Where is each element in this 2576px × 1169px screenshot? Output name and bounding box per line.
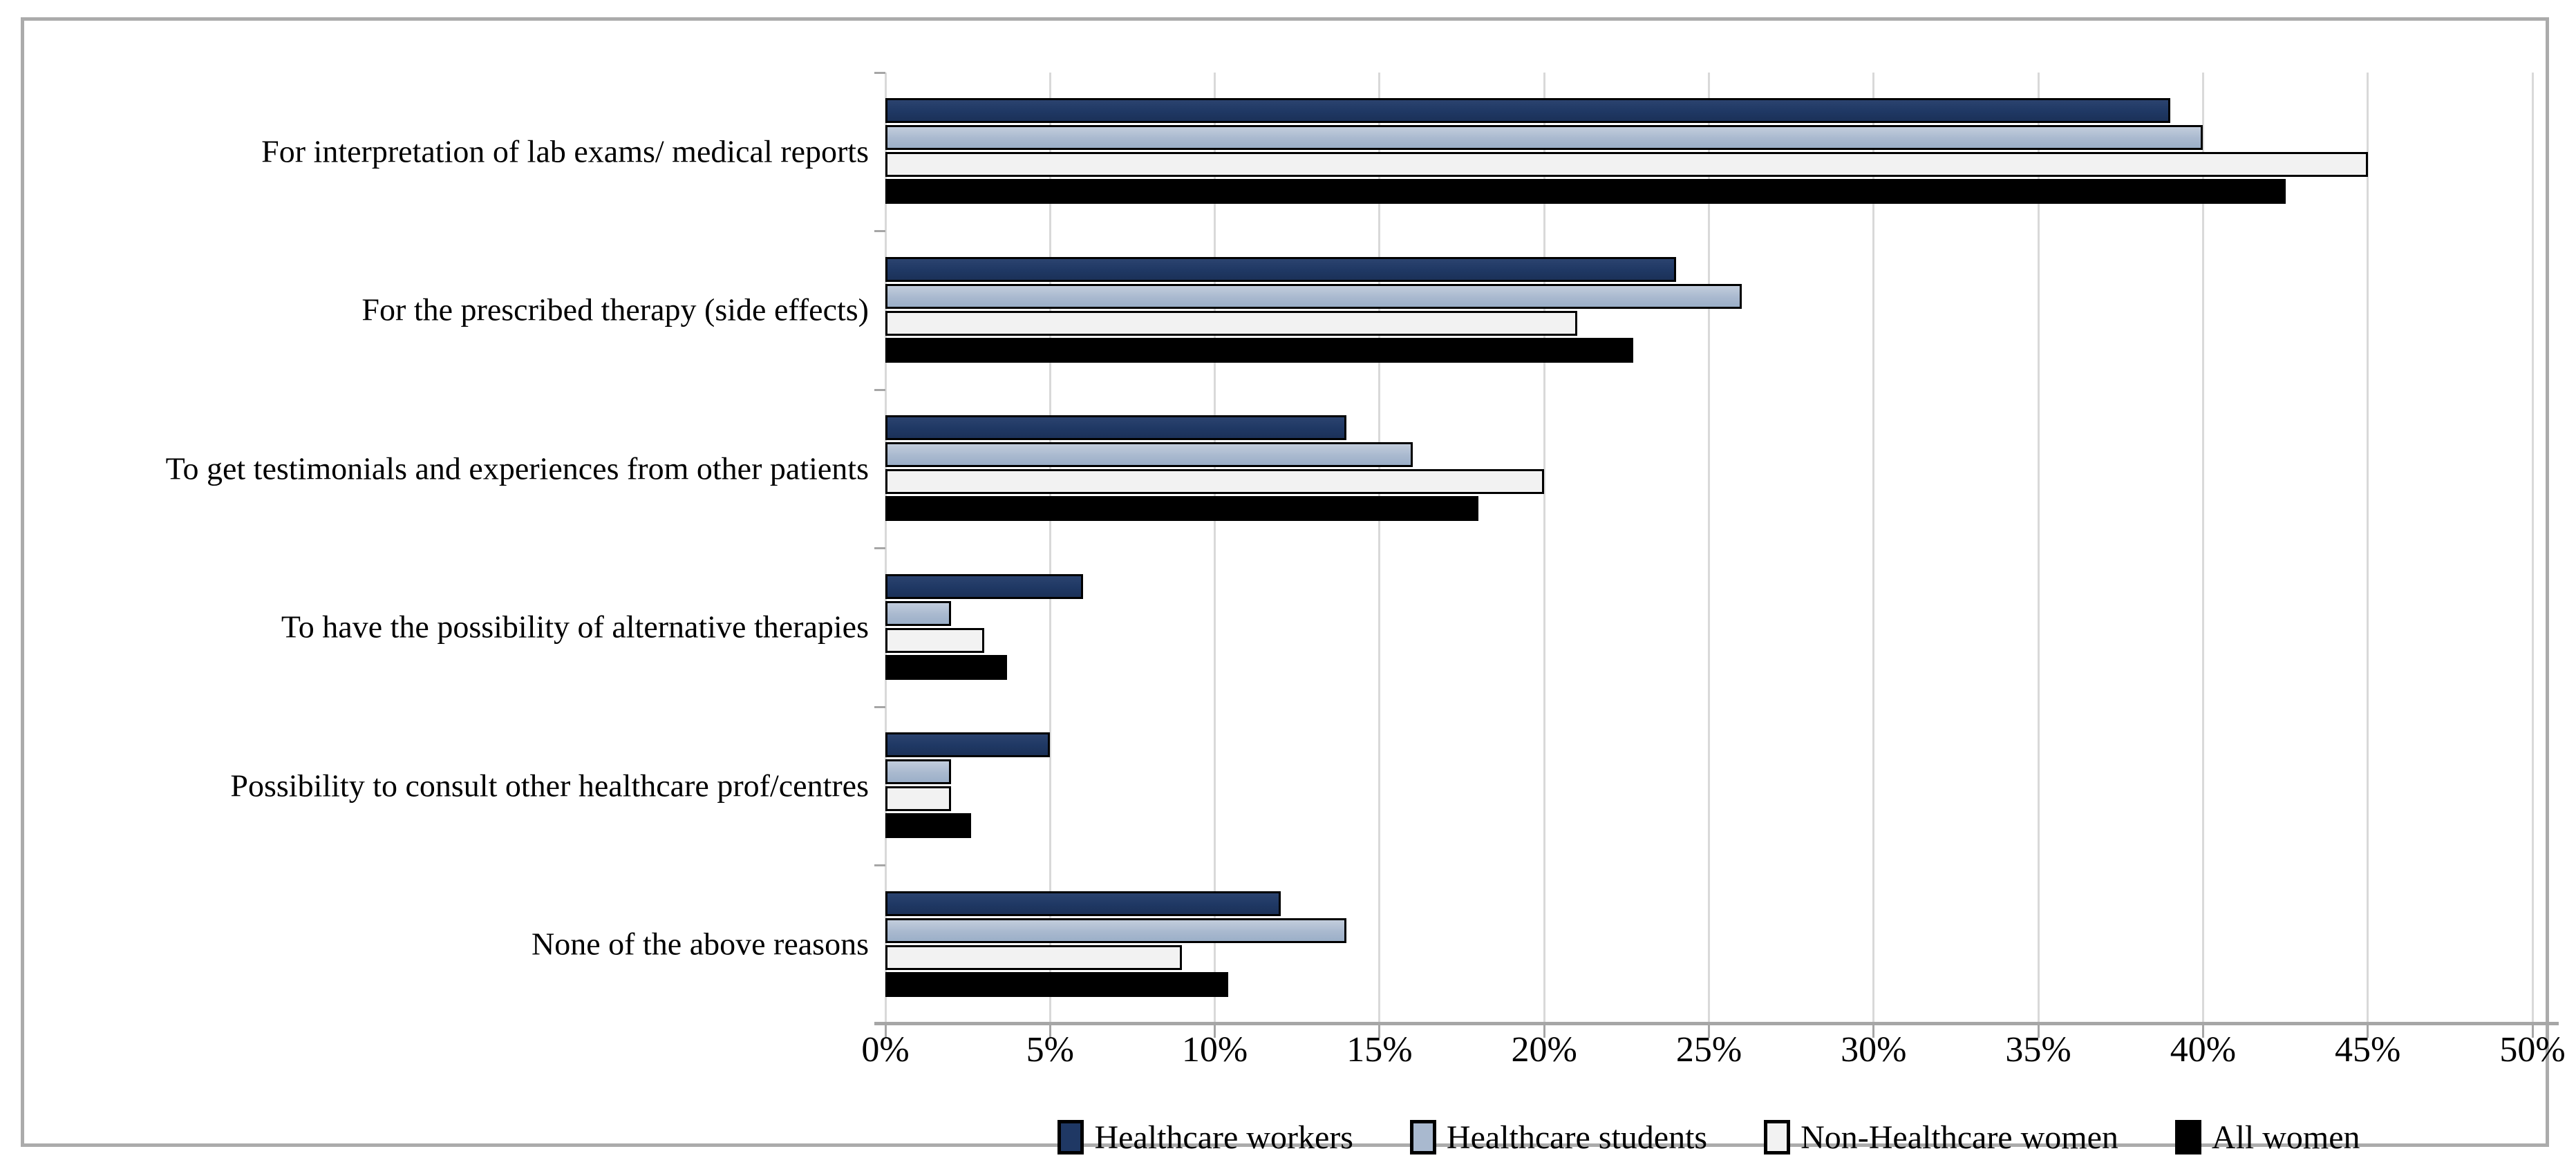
gridline-35pct xyxy=(2037,73,2040,1024)
x-tick-label: 5% xyxy=(1026,1030,1074,1070)
bar-non-healthcare-women xyxy=(885,469,1545,494)
bar-healthcare-workers xyxy=(885,415,1347,440)
figure-frame: For interpretation of lab exams/ medical… xyxy=(21,17,2566,1156)
category-label-to-have-the-possibility-of-alternative-therapies: To have the possibility of alternative t… xyxy=(281,609,869,645)
bar-healthcare-workers xyxy=(885,732,1051,757)
category-label-to-get-testimonials-and-experiences-from-other-patients: To get testimonials and experiences from… xyxy=(165,450,869,486)
bar-healthcare-workers xyxy=(885,256,1676,282)
bar-healthcare-students xyxy=(885,600,952,626)
x-tick-label: 40% xyxy=(2170,1030,2237,1070)
legend-item-non-healthcare-women: Non-Healthcare women xyxy=(1764,1119,2118,1157)
gridline-20pct xyxy=(1543,73,1545,1024)
y-tick xyxy=(874,547,885,549)
x-tick-label: 0% xyxy=(861,1030,910,1070)
x-tick-label: 15% xyxy=(1346,1030,1413,1070)
x-tick-label: 35% xyxy=(2005,1030,2071,1070)
x-tick-0% xyxy=(884,1025,887,1038)
x-tick-label: 20% xyxy=(1511,1030,1577,1070)
legend-item-all-women: All women xyxy=(2174,1119,2360,1157)
legend-marker-all-women xyxy=(2174,1120,2201,1154)
bar-all-women xyxy=(885,971,1228,997)
bar-non-healthcare-women xyxy=(885,310,1577,336)
plot-area xyxy=(874,71,2559,1038)
legend-label-healthcare-workers: Healthcare workers xyxy=(1094,1119,1353,1156)
legend-label-all-women: All women xyxy=(2211,1119,2360,1156)
legend: Healthcare workers Healthcare students Non… xyxy=(885,1111,2532,1163)
y-axis-line xyxy=(885,73,887,1024)
y-tick xyxy=(874,864,885,866)
bar-healthcare-students xyxy=(885,759,952,784)
bar-all-women xyxy=(885,496,1478,521)
x-tick-10% xyxy=(1214,1025,1216,1038)
x-tick-45% xyxy=(2367,1025,2369,1038)
x-tick-15% xyxy=(1378,1025,1381,1038)
x-tick-label: 45% xyxy=(2335,1030,2401,1070)
gridline-5pct xyxy=(1049,73,1051,1024)
x-tick-35% xyxy=(2037,1025,2040,1038)
gridline-30pct xyxy=(1872,73,1875,1024)
x-tick-label: 10% xyxy=(1181,1030,1248,1070)
x-tick-40% xyxy=(2201,1025,2204,1038)
y-tick xyxy=(874,388,885,391)
x-tick-label: 30% xyxy=(1841,1030,1907,1070)
category-label-possibility-to-consult-other-healthcare-prof-centres: Possibility to consult other healthcare … xyxy=(230,768,869,804)
x-axis-line xyxy=(874,1022,2559,1025)
gridline-15pct xyxy=(1378,73,1381,1024)
legend-item-healthcare-workers: Healthcare workers xyxy=(1057,1119,1353,1157)
bar-all-women xyxy=(885,654,1008,680)
bar-healthcare-students xyxy=(885,125,2203,150)
bar-healthcare-students xyxy=(885,442,1413,467)
x-tick-label: 50% xyxy=(2499,1030,2566,1070)
legend-marker-non-healthcare-women xyxy=(1764,1120,1791,1154)
category-label-for-the-prescribed-therapy-side-effects: For the prescribed therapy (side effects… xyxy=(361,292,869,327)
x-tick-label: 25% xyxy=(1675,1030,1742,1070)
x-tick-30% xyxy=(1872,1025,1875,1038)
bar-all-women xyxy=(885,813,971,838)
bar-healthcare-students xyxy=(885,918,1347,943)
bar-non-healthcare-women xyxy=(885,152,2368,177)
y-tick xyxy=(874,71,885,74)
bar-all-women xyxy=(885,337,1633,363)
legend-label-non-healthcare-women: Non-Healthcare women xyxy=(1801,1119,2118,1156)
category-label-none-of-the-above-reasons: None of the above reasons xyxy=(532,926,869,962)
bar-non-healthcare-women xyxy=(885,786,952,811)
gridline-10pct xyxy=(1214,73,1216,1024)
bar-healthcare-workers xyxy=(885,891,1281,916)
bar-non-healthcare-women xyxy=(885,627,984,653)
bar-non-healthcare-women xyxy=(885,944,1182,970)
gridline-25pct xyxy=(1708,73,1710,1024)
category-label-for-interpretation-of-lab-exams-medical-reports: For interpretation of lab exams/ medical… xyxy=(261,133,869,169)
x-tick-50% xyxy=(2531,1025,2534,1038)
bar-all-women xyxy=(885,179,2286,204)
legend-label-healthcare-students: Healthcare students xyxy=(1446,1119,1708,1156)
gridline-45pct xyxy=(2367,73,2369,1024)
bar-healthcare-workers xyxy=(885,98,2170,123)
y-tick xyxy=(874,705,885,708)
x-tick-5% xyxy=(1049,1025,1051,1038)
legend-marker-healthcare-workers xyxy=(1057,1120,1084,1154)
legend-marker-healthcare-students xyxy=(1409,1120,1436,1154)
x-tick-20% xyxy=(1543,1025,1545,1038)
x-tick-25% xyxy=(1708,1025,1710,1038)
legend-item-healthcare-students: Healthcare students xyxy=(1409,1119,1708,1157)
gridline-50pct xyxy=(2531,73,2534,1024)
gridline-40pct xyxy=(2201,73,2204,1024)
y-tick xyxy=(874,1023,885,1025)
bar-healthcare-workers xyxy=(885,573,1083,599)
y-tick xyxy=(874,230,885,232)
bar-healthcare-students xyxy=(885,283,1742,309)
